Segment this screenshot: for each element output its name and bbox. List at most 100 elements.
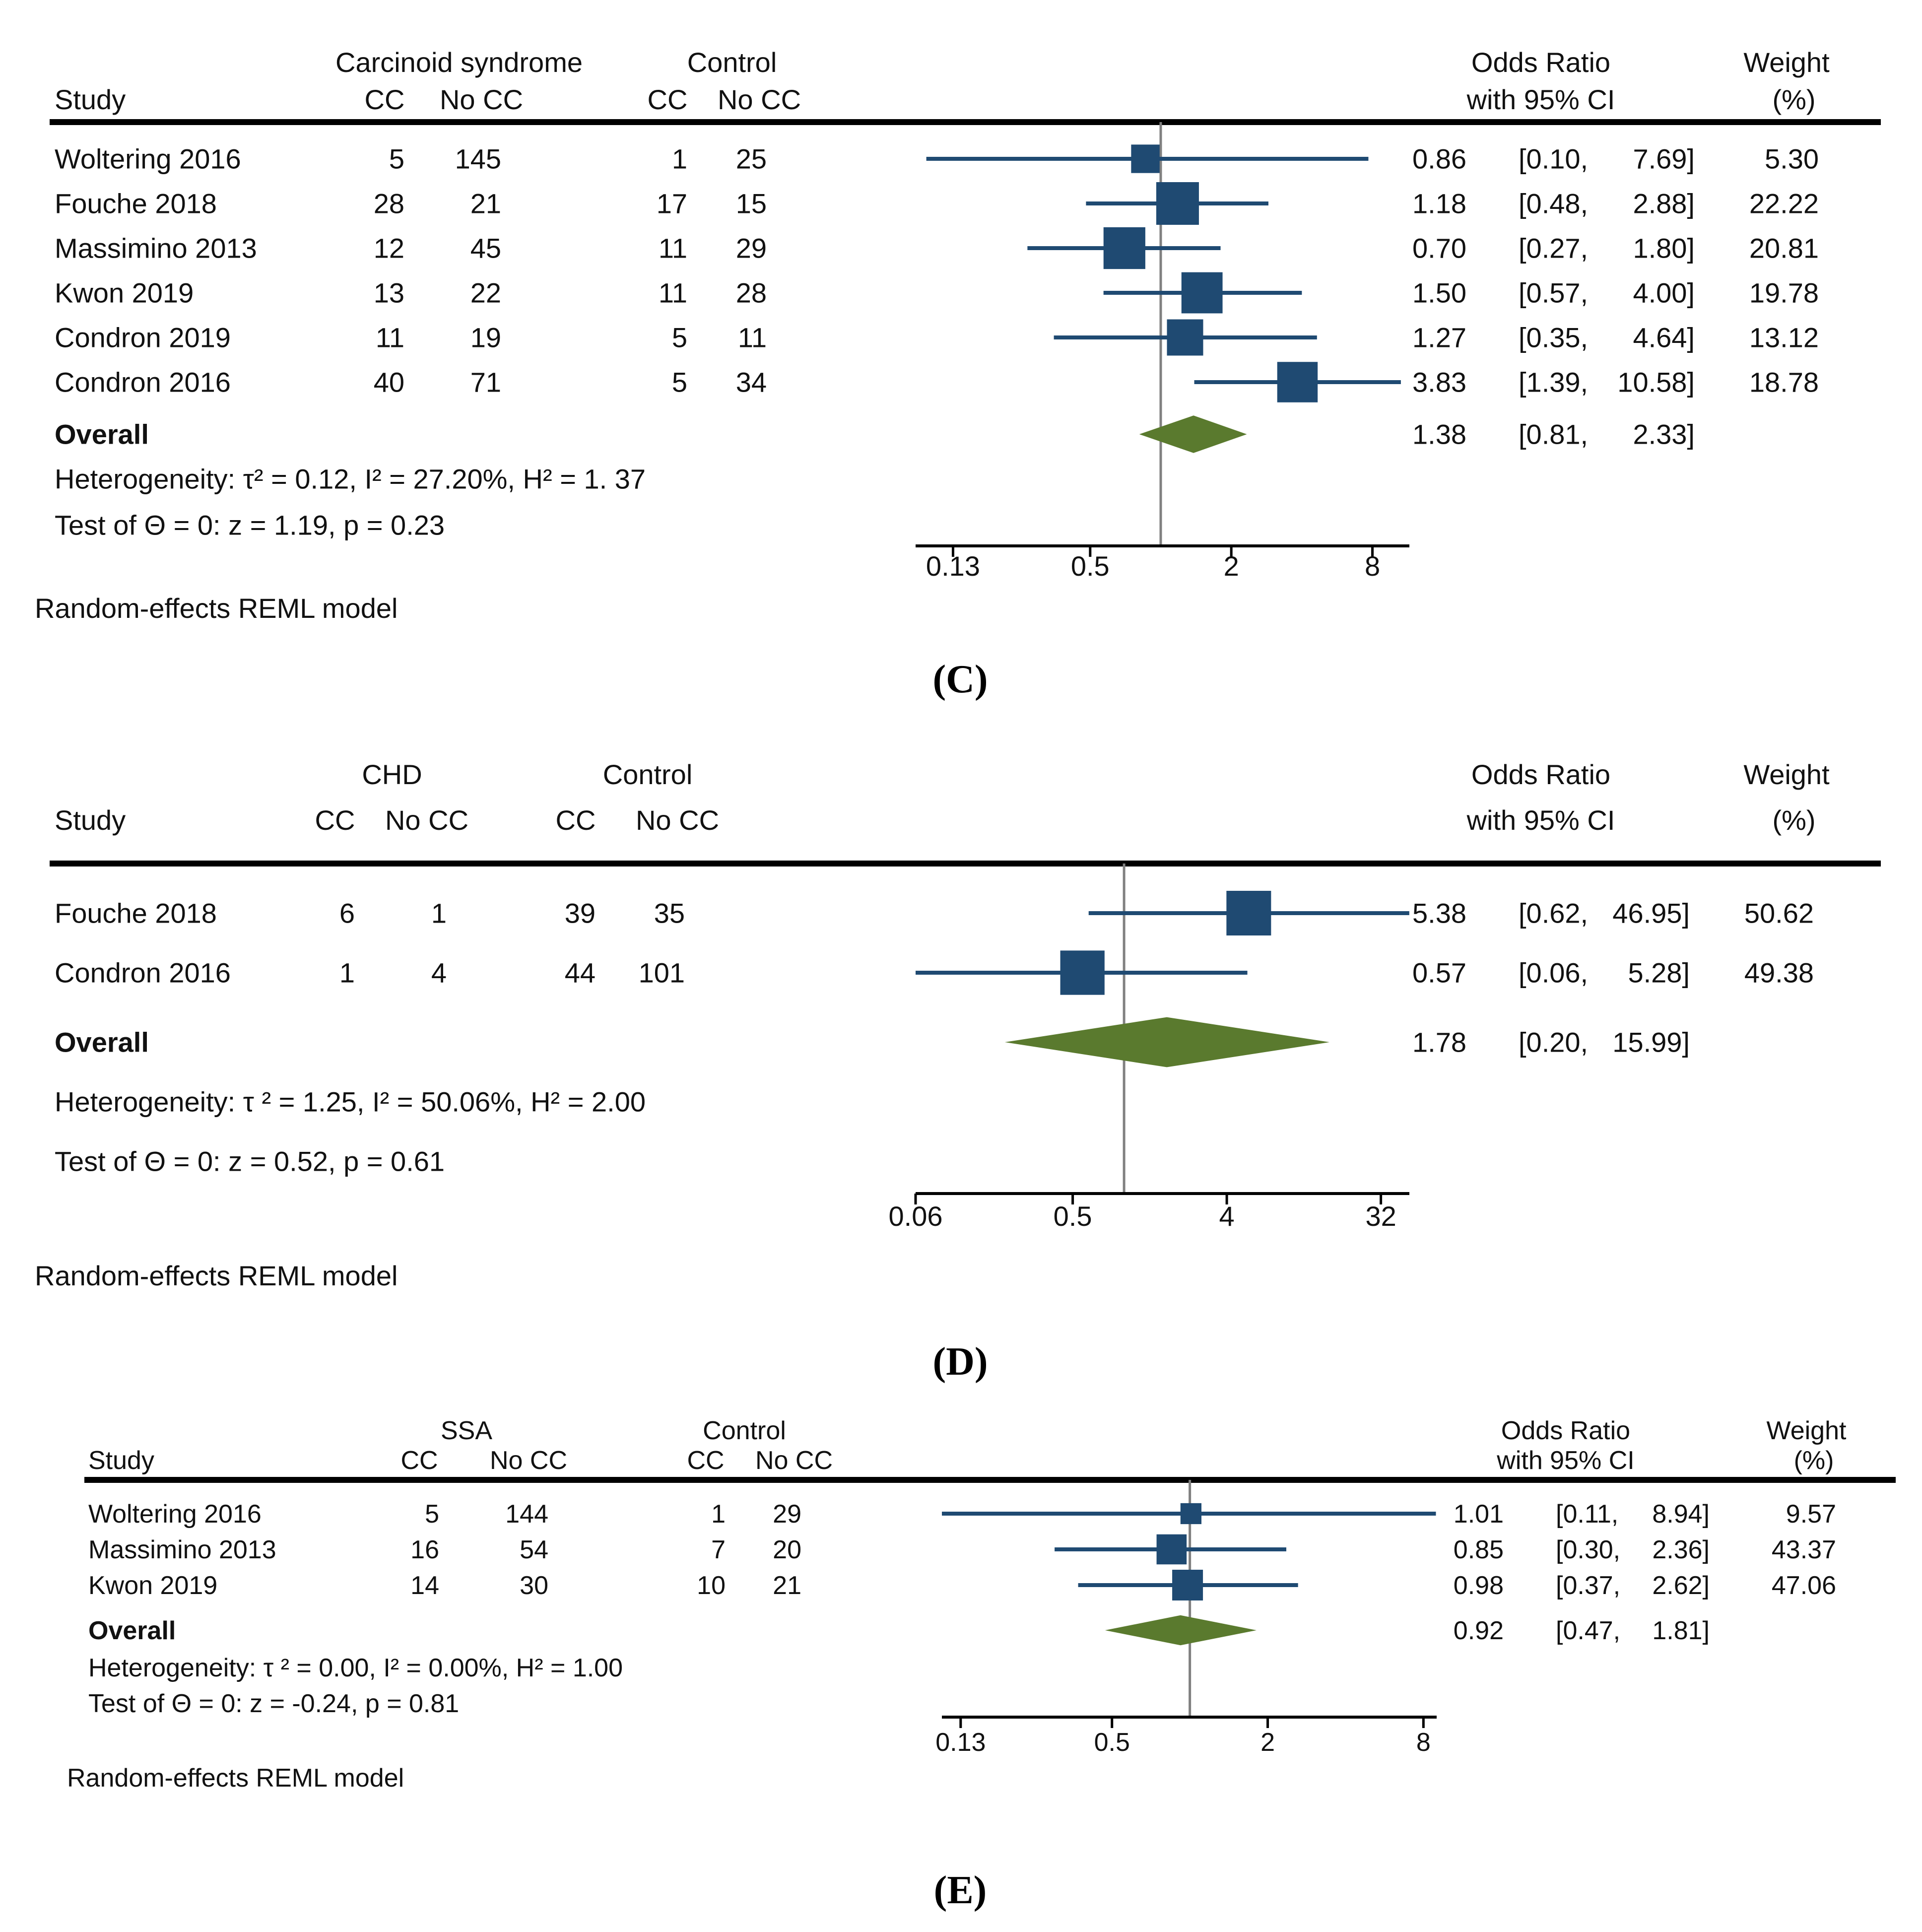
x-tick-label: 0.5	[1071, 550, 1110, 582]
group-cc-value: 28	[374, 188, 404, 219]
overall-label: Overall	[55, 419, 149, 450]
group-nocc-value: 1	[431, 898, 447, 929]
ci-header: with 95% CI	[1496, 1446, 1634, 1475]
control-cc-value: 1	[672, 143, 687, 175]
control-nocc-value: 21	[773, 1571, 801, 1600]
odds-ratio-value: 0.98	[1454, 1571, 1504, 1600]
study-name: Kwon 2019	[88, 1571, 217, 1600]
control-nocc-value: 20	[773, 1535, 801, 1564]
group-nocc-value: 45	[470, 233, 501, 264]
ci-upper-value: 10.58]	[1617, 367, 1695, 398]
control-cc-value: 17	[657, 188, 687, 219]
control-nocc-header: No CC	[636, 804, 719, 836]
overall-odds-ratio: 1.38	[1412, 419, 1466, 450]
overall-ci-lower: [0.20,	[1519, 1027, 1588, 1058]
study-column-header: Study	[55, 84, 126, 115]
study-column-header: Study	[88, 1446, 154, 1475]
control-nocc-value: 15	[736, 188, 767, 219]
study-row: Kwon 2019 13 22 11 28 1.50 [0.57, 4.00] 19.78	[55, 272, 1819, 314]
point-estimate-square	[1226, 891, 1271, 935]
weight-value: 9.57	[1786, 1500, 1836, 1529]
test-of-effect: Test of Θ = 0: z = -0.24, p = 0.81	[88, 1689, 459, 1718]
overall-diamond	[1105, 1615, 1257, 1646]
group-cc-value: 1	[339, 957, 355, 989]
weight-value: 5.30	[1765, 143, 1819, 175]
group-nocc-value: 30	[520, 1571, 548, 1600]
control-cc-header: CC	[687, 1446, 724, 1475]
overall-ci-upper: 15.99]	[1612, 1027, 1690, 1058]
weight-value: 22.22	[1749, 188, 1819, 219]
point-estimate-square	[1156, 182, 1199, 225]
study-name: Fouche 2018	[55, 188, 217, 219]
study-row: Condron 2016 1 4 44 101 0.57 [0.06, 5.28] 49.38	[55, 950, 1814, 995]
point-estimate-square	[1131, 144, 1160, 173]
study-name: Massimino 2013	[88, 1535, 276, 1564]
x-tick-label: 0.06	[889, 1200, 943, 1232]
overall-row: Overall 1.78 [0.20, 15.99]	[55, 1017, 1690, 1067]
weight-value: 43.37	[1772, 1535, 1836, 1564]
ci-lower-value: [0.35,	[1519, 322, 1588, 353]
ci-upper-value: 4.00]	[1633, 277, 1695, 309]
x-tick-label: 8	[1416, 1728, 1431, 1757]
odds-ratio-header: Odds Ratio	[1501, 1416, 1630, 1445]
odds-ratio-value: 1.50	[1412, 277, 1466, 309]
control-cc-value: 39	[565, 898, 596, 929]
point-estimate-square	[1060, 950, 1105, 995]
heterogeneity-stats: Heterogeneity: τ ² = 0.00, I² = 0.00%, H…	[88, 1654, 623, 1682]
study-name: Condron 2019	[55, 322, 231, 353]
group-nocc-value: 22	[470, 277, 501, 309]
study-name: Woltering 2016	[55, 143, 241, 175]
x-tick-label: 4	[1219, 1200, 1235, 1232]
ci-upper-value: 46.95]	[1612, 898, 1690, 929]
study-name: Condron 2016	[55, 367, 231, 398]
ci-lower-value: [0.06,	[1519, 957, 1588, 989]
forest-panel-e: SSA Control Study CC No CC CC No CC Odds Ratiow…	[67, 1416, 1896, 1912]
control-nocc-header: No CC	[718, 84, 801, 115]
group-cc-value: 5	[425, 1500, 439, 1529]
odds-ratio-value: 0.86	[1412, 143, 1466, 175]
study-row: Kwon 2019 14 30 10 21 0.98 [0.37, 2.62] 47.06	[88, 1570, 1836, 1600]
x-tick-label: 0.13	[926, 550, 980, 582]
weight-value: 49.38	[1744, 957, 1814, 989]
x-tick-label: 32	[1365, 1200, 1396, 1232]
ci-lower-value: [1.39,	[1519, 367, 1588, 398]
group-nocc-header: No CC	[440, 84, 523, 115]
group-cc-value: 13	[374, 277, 404, 309]
group-nocc-value: 71	[470, 367, 501, 398]
odds-ratio-value: 0.57	[1412, 957, 1466, 989]
group-cc-value: 6	[339, 898, 355, 929]
heterogeneity-stats: Heterogeneity: τ² = 0.12, I² = 27.20%, H…	[55, 464, 646, 495]
heterogeneity-stats: Heterogeneity: τ ² = 1.25, I² = 50.06%, …	[55, 1086, 646, 1118]
ci-upper-value: 8.94]	[1652, 1500, 1710, 1529]
control-nocc-value: 25	[736, 143, 767, 175]
ci-upper-value: 5.28]	[1628, 957, 1690, 989]
x-tick-label: 0.13	[935, 1728, 986, 1757]
overall-label: Overall	[88, 1616, 176, 1645]
weight-value: 20.81	[1749, 233, 1819, 264]
study-row: Fouche 2018 6 1 39 35 5.38 [0.62, 46.95] 50.62	[55, 891, 1814, 935]
ci-header: with 95% CI	[1466, 804, 1615, 836]
study-name: Fouche 2018	[55, 898, 217, 929]
group-cc-value: 16	[410, 1535, 439, 1564]
ci-upper-value: 2.88]	[1633, 188, 1695, 219]
control-nocc-value: 29	[736, 233, 767, 264]
odds-ratio-value: 0.70	[1412, 233, 1466, 264]
overall-odds-ratio: 1.78	[1412, 1027, 1466, 1058]
x-tick-label: 0.5	[1094, 1728, 1130, 1757]
control-cc-value: 1	[711, 1500, 726, 1529]
weight-header: Weight	[1767, 1416, 1847, 1445]
control-cc-value: 7	[711, 1535, 726, 1564]
control-title: Control	[687, 47, 777, 78]
overall-ci-upper: 2.33]	[1633, 419, 1695, 450]
control-nocc-value: 34	[736, 367, 767, 398]
control-cc-value: 5	[672, 367, 687, 398]
test-of-effect: Test of Θ = 0: z = 0.52, p = 0.61	[55, 1146, 445, 1177]
group-cc-value: 5	[389, 143, 404, 175]
group-cc-header: CC	[315, 804, 355, 836]
panel-label: (E)	[934, 1868, 987, 1912]
group-cc-value: 14	[410, 1571, 439, 1600]
odds-ratio-header: Odds Ratio	[1471, 47, 1610, 78]
study-name: Condron 2016	[55, 957, 231, 989]
overall-diamond	[1139, 415, 1247, 453]
study-row: Massimino 2013 12 45 11 29 0.70 [0.27, 1.80] 20.…	[55, 227, 1819, 269]
